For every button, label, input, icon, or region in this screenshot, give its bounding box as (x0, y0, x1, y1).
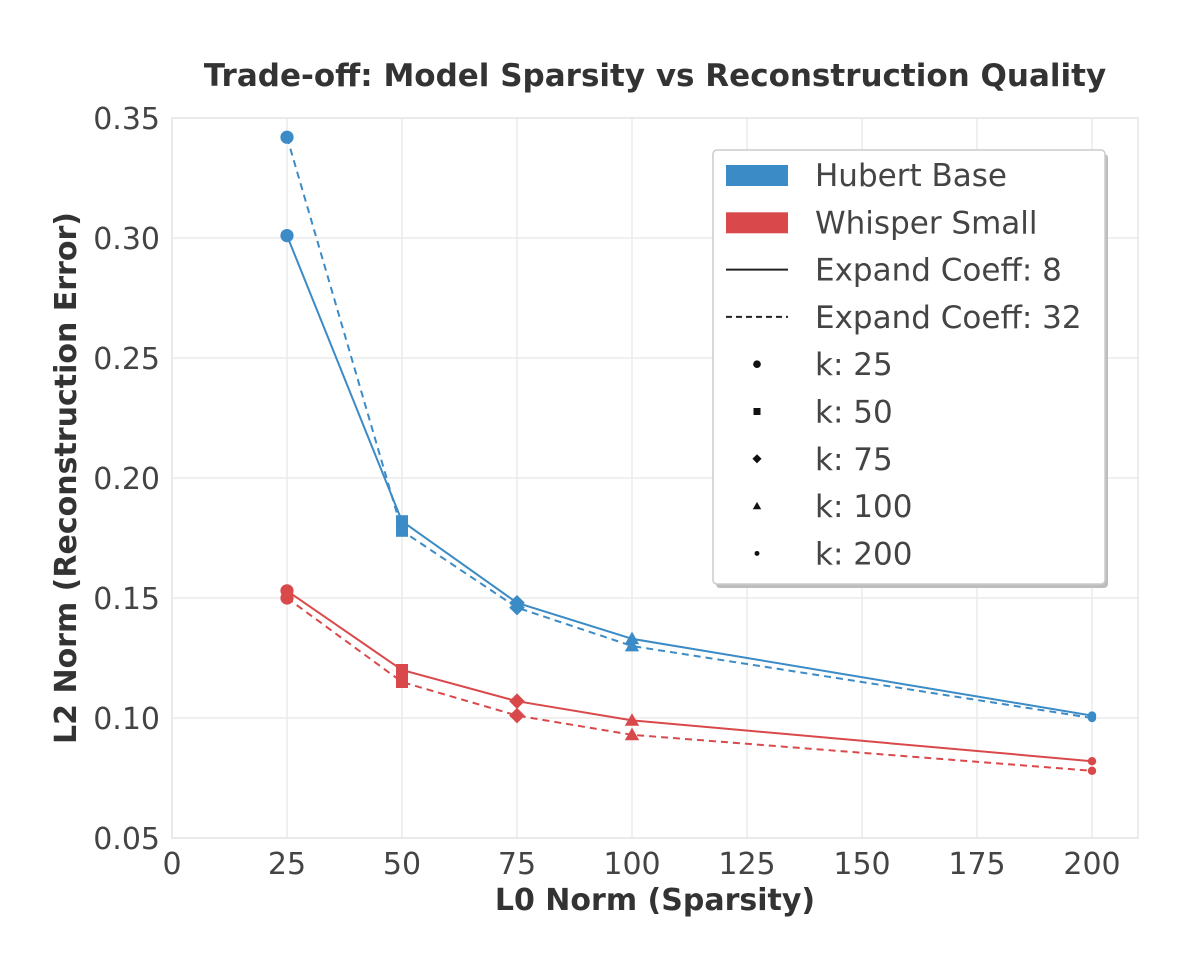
x-tick-label: 150 (833, 847, 890, 882)
legend: Hubert Base Whisper Small Expand Coeff: 8 E… (712, 149, 1108, 588)
y-tick-label: 0.20 (93, 462, 160, 497)
y-tick-label: 0.35 (93, 102, 160, 137)
data-point (624, 638, 640, 652)
x-axis-label: L0 Norm (Sparsity) (495, 883, 815, 918)
data-point (1087, 713, 1097, 723)
x-tick-label: 125 (718, 847, 775, 882)
legend-label: Expand Coeff: 32 (815, 300, 1082, 336)
data-point (396, 664, 408, 676)
x-tick-label: 0 (162, 847, 181, 882)
data-point (624, 713, 640, 726)
x-tick-label: 25 (268, 847, 306, 882)
y-axis-label: L2 Norm (Reconstruction Error) (49, 212, 84, 744)
legend-swatch (726, 165, 788, 186)
series-layer (280, 130, 1097, 775)
x-tick-label: 175 (948, 847, 1005, 882)
x-axis: 0 25 50 75 100 125 150 175 200 (162, 847, 1120, 882)
x-tick-label: 100 (603, 847, 660, 882)
legend-label: k: 50 (815, 395, 893, 431)
data-point (624, 631, 640, 645)
data-point (1087, 766, 1097, 775)
data-point (509, 707, 525, 724)
data-point (280, 229, 294, 243)
legend-marker-sample (754, 550, 760, 556)
data-point (1087, 757, 1097, 766)
data-point (396, 676, 408, 688)
legend-label: k: 25 (815, 347, 893, 383)
legend-marker-sample (753, 360, 761, 369)
legend-label: Hubert Base (815, 158, 1007, 194)
legend-box (712, 149, 1106, 585)
data-point (509, 599, 525, 616)
series-line (286, 597, 1093, 772)
legend-label: k: 100 (815, 489, 912, 525)
legend-label: Whisper Small (815, 205, 1038, 241)
x-tick-label: 200 (1063, 847, 1120, 882)
y-tick-label: 0.10 (93, 702, 160, 737)
y-tick-label: 0.25 (93, 342, 160, 377)
x-tick-label: 50 (383, 847, 421, 882)
legend-marker-sample (753, 408, 761, 415)
legend-marker-sample (752, 454, 762, 464)
data-point (509, 693, 525, 709)
legend-label: k: 75 (815, 442, 893, 478)
legend-label: k: 200 (815, 536, 912, 572)
data-point (280, 591, 294, 605)
legend-marker-sample (752, 501, 762, 510)
y-tick-label: 0.05 (93, 822, 160, 857)
plot-area (171, 117, 1139, 839)
y-tick-label: 0.15 (93, 582, 160, 617)
legend-label: Expand Coeff: 8 (815, 253, 1062, 289)
legend-swatch (726, 212, 788, 234)
data-point (624, 727, 640, 741)
y-tick-label: 0.30 (93, 222, 160, 257)
chart-title: Trade-off: Model Sparsity vs Reconstruct… (204, 58, 1106, 94)
y-axis: 0.05 0.10 0.15 0.20 0.25 0.30 0.35 (93, 102, 160, 857)
x-tick-label: 75 (498, 847, 536, 882)
data-point (396, 524, 408, 537)
data-point (280, 130, 294, 144)
